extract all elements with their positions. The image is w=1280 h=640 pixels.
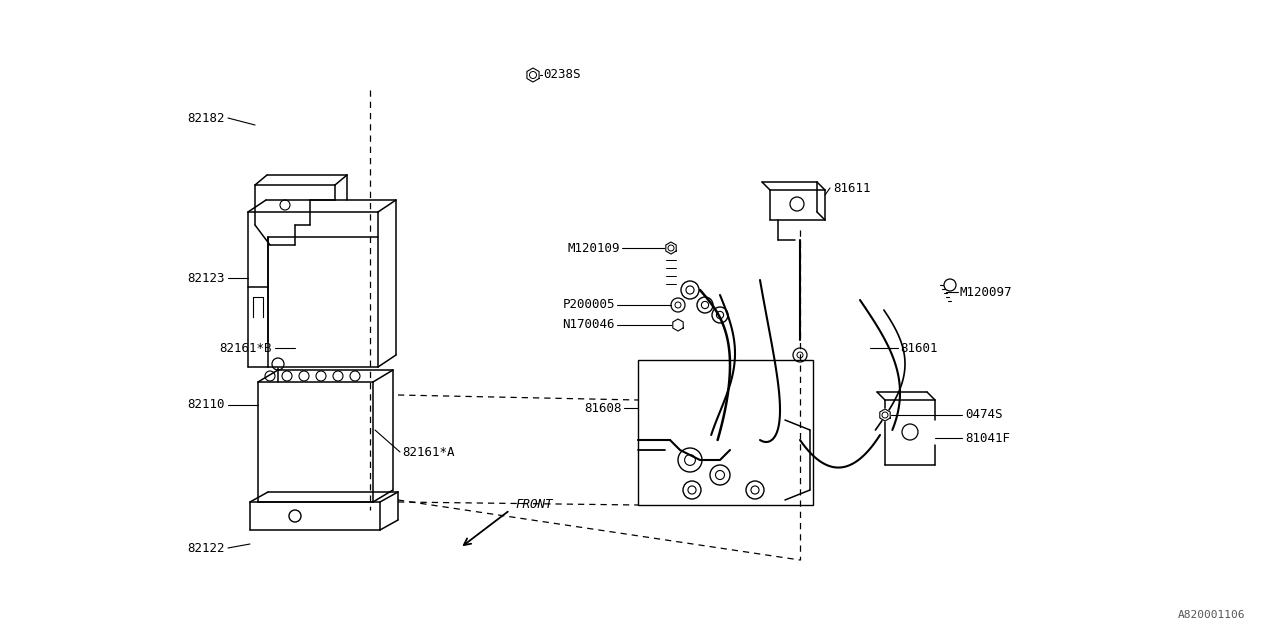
Polygon shape (527, 68, 539, 82)
Text: P200005: P200005 (562, 298, 614, 312)
Text: 82123: 82123 (187, 271, 225, 285)
Text: 82110: 82110 (187, 399, 225, 412)
Text: 0238S: 0238S (543, 68, 581, 81)
Text: 81611: 81611 (833, 182, 870, 195)
Text: 81041F: 81041F (965, 431, 1010, 445)
Text: N170046: N170046 (562, 319, 614, 332)
Text: 82122: 82122 (187, 541, 225, 554)
Text: 0474S: 0474S (965, 408, 1002, 422)
Text: 81601: 81601 (900, 342, 937, 355)
Text: 81608: 81608 (585, 401, 622, 415)
Text: FRONT: FRONT (515, 499, 553, 511)
Text: 82182: 82182 (187, 111, 225, 125)
Polygon shape (666, 242, 676, 254)
Text: M120109: M120109 (567, 241, 620, 255)
Polygon shape (673, 319, 684, 331)
Text: A820001106: A820001106 (1178, 610, 1245, 620)
Text: 82161*B: 82161*B (219, 342, 273, 355)
Text: 82161*A: 82161*A (402, 445, 454, 458)
Bar (637, 360, 813, 505)
Polygon shape (879, 409, 890, 421)
Text: M120097: M120097 (960, 285, 1012, 298)
